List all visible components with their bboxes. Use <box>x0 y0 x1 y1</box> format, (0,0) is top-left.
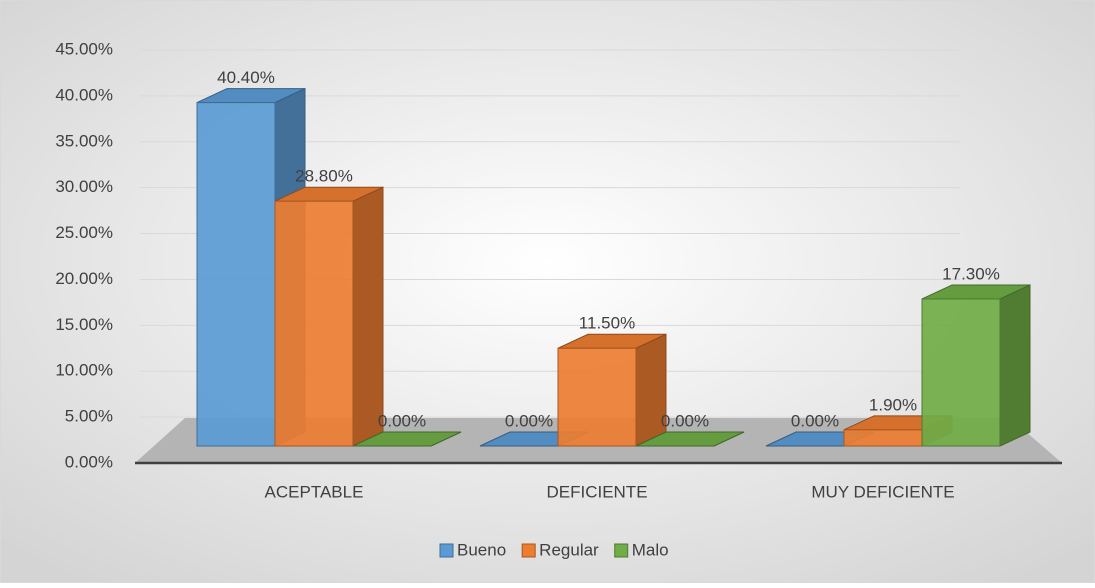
data-label: 1.90% <box>869 395 917 414</box>
data-label: 28.80% <box>295 167 353 186</box>
bar-front <box>274 200 354 447</box>
bar <box>635 431 745 447</box>
data-label: 11.50% <box>579 314 635 333</box>
data-label: 40.40% <box>217 68 275 87</box>
data-label: 0.00% <box>505 411 553 430</box>
data-label: 17.30% <box>942 264 1000 283</box>
legend: Bueno Regular Malo <box>439 540 669 559</box>
bar-front <box>557 347 637 447</box>
y-tick-label: 5.00% <box>65 407 113 426</box>
data-label: 0.00% <box>378 411 426 430</box>
x-tick-label: ACEPTABLE <box>265 482 364 501</box>
bar-side <box>999 284 1031 447</box>
y-tick-label: 10.00% <box>55 361 113 380</box>
y-tick-label: 20.00% <box>55 269 113 288</box>
y-tick-label: 30.00% <box>55 177 113 196</box>
y-tick-label: 35.00% <box>55 131 113 150</box>
bar-front <box>196 102 276 447</box>
legend-label: Malo <box>632 540 669 559</box>
x-tick-label: MUY DEFICIENTE <box>811 482 954 501</box>
bar <box>921 284 1031 447</box>
legend-label: Regular <box>539 540 599 559</box>
bar-front <box>921 298 1001 447</box>
legend-swatch <box>521 543 536 558</box>
y-tick-label: 15.00% <box>55 315 113 334</box>
bar-top <box>352 431 462 447</box>
legend-swatch <box>439 543 454 558</box>
bar-front <box>843 429 923 447</box>
legend-swatch <box>614 543 629 558</box>
y-tick-label: 45.00% <box>55 39 113 58</box>
legend-label: Bueno <box>457 540 506 559</box>
data-label: 0.00% <box>661 411 709 430</box>
bar <box>352 431 462 447</box>
y-tick-label: 40.00% <box>55 85 113 104</box>
data-label: 0.00% <box>791 411 839 430</box>
y-tick-label: 0.00% <box>65 452 113 471</box>
bar-top <box>635 431 745 447</box>
x-tick-label: DEFICIENTE <box>546 482 647 501</box>
y-tick-label: 25.00% <box>55 223 113 242</box>
bar-side <box>352 186 384 447</box>
bar <box>274 186 384 447</box>
bar <box>557 333 667 447</box>
